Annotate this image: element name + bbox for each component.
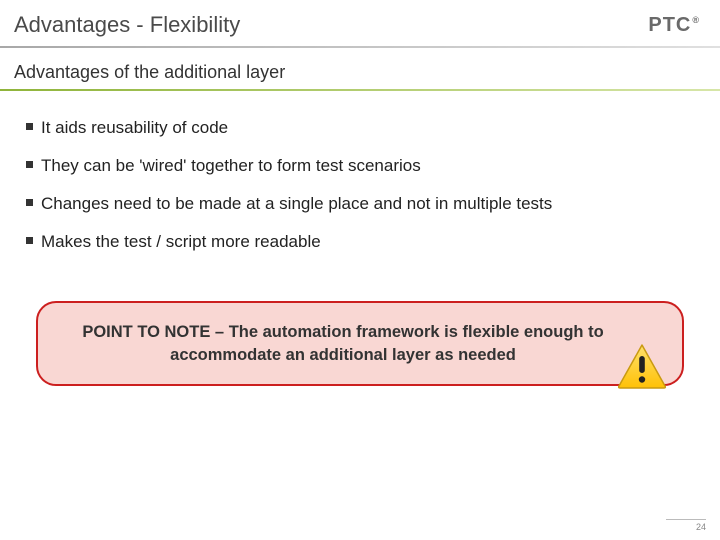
bullet-text: Makes the test / script more readable — [41, 231, 321, 253]
list-item: It aids reusability of code — [26, 117, 694, 139]
list-item: Makes the test / script more readable — [26, 231, 694, 253]
callout-container: POINT TO NOTE – The automation framework… — [0, 279, 720, 386]
bullet-marker-icon — [26, 161, 33, 168]
slide-header: Advantages - Flexibility PTC ® — [0, 0, 720, 48]
slide: Advantages - Flexibility PTC ® Advantage… — [0, 0, 720, 540]
bullet-marker-icon — [26, 237, 33, 244]
section-heading: Advantages of the additional layer — [0, 48, 720, 91]
point-to-note-callout: POINT TO NOTE – The automation framework… — [36, 301, 684, 386]
bullet-text: They can be 'wired' together to form tes… — [41, 155, 421, 177]
list-item: They can be 'wired' together to form tes… — [26, 155, 694, 177]
bullet-marker-icon — [26, 199, 33, 206]
bullet-text: Changes need to be made at a single plac… — [41, 193, 552, 215]
page-number: 24 — [666, 519, 706, 532]
bullet-text: It aids reusability of code — [41, 117, 228, 139]
registered-mark: ® — [692, 15, 700, 25]
bullet-marker-icon — [26, 123, 33, 130]
brand-logo: PTC ® — [648, 14, 700, 37]
warning-icon — [616, 342, 668, 390]
bullet-list: It aids reusability of code They can be … — [0, 91, 720, 279]
slide-title: Advantages - Flexibility — [14, 12, 240, 38]
list-item: Changes need to be made at a single plac… — [26, 193, 694, 215]
brand-logo-text: PTC — [648, 14, 691, 37]
callout-text: POINT TO NOTE – The automation framework… — [64, 321, 622, 366]
